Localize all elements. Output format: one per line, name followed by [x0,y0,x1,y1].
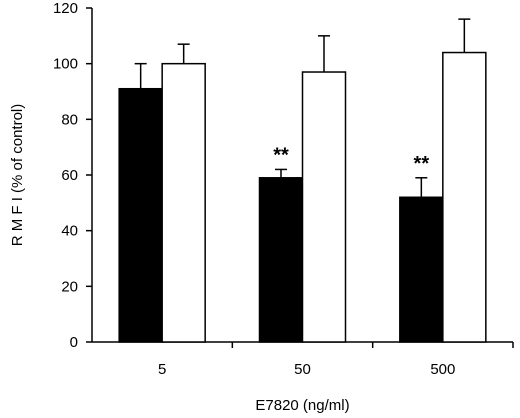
bar [301,71,347,343]
bar [399,196,444,343]
bar [258,177,304,343]
significance-marker: ** [273,144,289,166]
y-tick-label: 0 [70,334,78,351]
y-tick-label: 120 [53,0,78,17]
chart-labels: 0 20 40 60 80 100 120 5 50 500 ** ** [53,0,455,378]
y-tick-label: 60 [61,167,78,184]
y-tick-label: 20 [61,278,78,295]
y-tick-label: 40 [61,223,78,240]
bar [161,62,206,343]
significance-marker: ** [414,153,430,175]
chart-bars [118,51,487,343]
y-axis-title: R M F I (% of control) [9,104,26,247]
bar [118,87,163,343]
x-tick-label: 50 [294,361,311,378]
chart-error-bars [134,18,471,198]
x-tick-label: 5 [158,361,166,378]
bar [442,51,487,343]
x-tick-label: 500 [430,361,455,378]
y-tick-label: 100 [53,56,78,73]
y-tick-label: 80 [61,111,78,128]
x-axis-title: E7820 (ng/ml) [255,397,349,414]
